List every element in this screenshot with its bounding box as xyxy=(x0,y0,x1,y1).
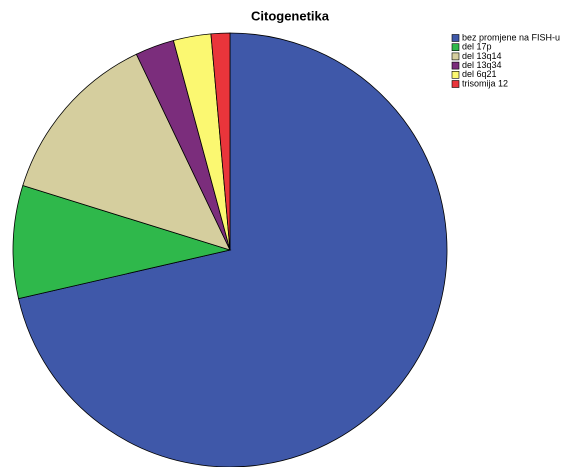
chart-title: Citogenetika xyxy=(251,8,330,23)
pie-slice xyxy=(12,185,232,300)
legend-swatch xyxy=(451,34,460,42)
legend-label: del 13q14 xyxy=(462,51,502,61)
legend-label: bez promjene na FISH-u xyxy=(462,32,560,42)
legend-label: del 6q21 xyxy=(462,69,497,79)
pie-slice xyxy=(210,32,231,251)
legend-label: trisomija 12 xyxy=(462,78,508,88)
legend-swatch xyxy=(451,43,460,52)
legend-swatch xyxy=(451,61,460,70)
legend-swatch xyxy=(451,80,460,88)
pie-slice xyxy=(22,53,231,251)
legend-swatch xyxy=(451,71,460,79)
legend-label: del 17p xyxy=(462,42,492,52)
legend-label: del 13q34 xyxy=(462,60,502,70)
pie-slice xyxy=(18,32,448,467)
legend-swatch xyxy=(451,52,460,61)
